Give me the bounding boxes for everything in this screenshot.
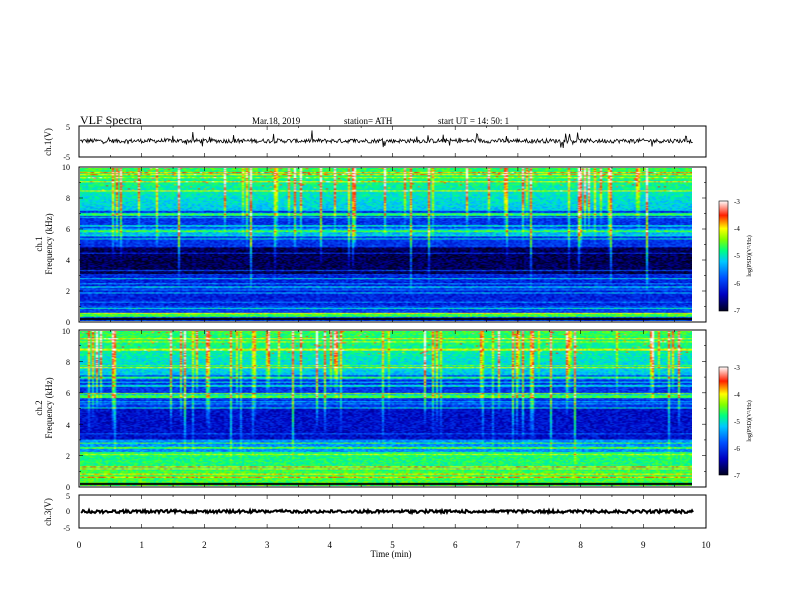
ch1-waveform-frame: [78, 125, 707, 158]
ch3-waveform-ylabel: ch.3(V): [43, 498, 53, 526]
ch1-waveform-trace: [79, 130, 693, 148]
ch3-ytick-label: 0: [66, 507, 70, 516]
ch1-colorbar-label: log(PSD)(V²/Hz): [746, 235, 753, 276]
ch1-ytick-label: -5: [63, 153, 70, 162]
ch1-colorbar-tick: -5: [734, 252, 740, 260]
ch2-colorbar-tick: -3: [734, 364, 740, 372]
ch2-freq-tick: 2: [66, 452, 70, 461]
time-tick-label: 3: [265, 540, 270, 550]
ch1-spectrogram-ylabel: ch.1Frequency (kHz): [34, 213, 54, 274]
ch2-colorbar-tick: -7: [734, 472, 740, 480]
ch2-spectrogram-panel: 0 2 4 6 8 10 ch.2Frequency (kHz): [34, 327, 707, 492]
ch1-spectrogram-ticks: [78, 166, 707, 323]
ch2-freq-tick: 0: [66, 483, 70, 492]
ch3-ytick-label: 5: [66, 492, 70, 501]
time-tick-label: 9: [641, 540, 646, 550]
ylabel-line: ch.2: [34, 400, 44, 415]
ch1-freq-tick: 0: [66, 318, 70, 327]
ch2-colorbar: -3 -4 -5 -6 -7 log(PSD)(V²/Hz): [718, 364, 753, 480]
ch1-spectrogram-image: [80, 168, 692, 321]
ch1-freq-tick: 10: [62, 163, 70, 172]
ch3-ytick-label: -5: [63, 524, 70, 533]
ch2-spectrogram-image: [80, 331, 692, 486]
time-tick-label: 7: [516, 540, 521, 550]
ch1-waveform-ticks: [78, 126, 707, 157]
date-label: Mar.18, 2019: [252, 116, 301, 126]
ch1-freq-tick: 4: [66, 256, 70, 265]
ylabel-line: Frequency (kHz): [44, 377, 54, 438]
time-tick-label: 8: [578, 540, 583, 550]
ch1-freq-tick: 8: [66, 194, 70, 203]
ch3-waveform-ticks: [78, 495, 707, 528]
time-tick-label: 4: [328, 540, 333, 550]
time-tick-label: 10: [702, 540, 712, 550]
ch3-waveform-panel: 5 0 -5 ch.3(V): [43, 492, 707, 533]
figure-title: VLF Spectra: [80, 113, 142, 127]
ch1-ytick-label: 5: [66, 123, 70, 132]
time-tick-label: 1: [139, 540, 144, 550]
ch2-freq-tick: 10: [62, 327, 70, 336]
ch2-colorbar-tick: -5: [734, 418, 740, 426]
time-tick-label: 2: [202, 540, 207, 550]
time-axis: 0 1 2 3 4 5 6 7 8 9 10: [77, 540, 711, 550]
ylabel-line: Frequency (kHz): [44, 213, 54, 274]
ch2-freq-tick: 4: [66, 421, 70, 430]
time-tick-label: 5: [390, 540, 395, 550]
station-label: station= ATH: [344, 116, 393, 126]
ch2-freq-tick: 8: [66, 358, 70, 367]
time-tick-label: 6: [453, 540, 458, 550]
ch2-colorbar-gradient: [718, 366, 729, 476]
ch2-colorbar-label: log(PSD)(V²/Hz): [746, 400, 753, 441]
ch1-colorbar: -3 -4 -5 -6 -7 log(PSD)(V²/Hz): [718, 198, 753, 315]
time-axis-label: Time (min): [371, 549, 412, 559]
ch1-colorbar-gradient: [718, 200, 729, 312]
start-time-label: start UT = 14: 50: 1: [438, 116, 509, 126]
ch1-freq-tick: 6: [66, 225, 70, 234]
ch2-spectrogram-ylabel: ch.2Frequency (kHz): [34, 377, 54, 438]
ch1-colorbar-tick: -7: [734, 307, 740, 315]
ylabel-line: ch.1: [34, 236, 44, 251]
ch1-waveform-ylabel: ch.1(V): [43, 128, 53, 156]
ch1-spectrogram-panel: 0 2 4 6 8 10 ch.1Frequency (kHz): [34, 163, 707, 327]
ch3-waveform-trace: [80, 507, 694, 516]
ch2-spectrogram-ticks: [78, 329, 707, 488]
ch1-colorbar-tick: -4: [734, 225, 740, 233]
ch2-colorbar-tick: -4: [734, 391, 740, 399]
time-tick-label: 0: [77, 540, 82, 550]
ch1-freq-tick: 2: [66, 287, 70, 296]
ch2-colorbar-tick: -6: [734, 445, 740, 453]
ch1-colorbar-tick: -6: [734, 280, 740, 288]
ch1-waveform-panel: 5 -5 ch.1(V): [43, 123, 707, 162]
ch2-freq-tick: 6: [66, 389, 70, 398]
ch1-colorbar-tick: -3: [734, 198, 740, 206]
